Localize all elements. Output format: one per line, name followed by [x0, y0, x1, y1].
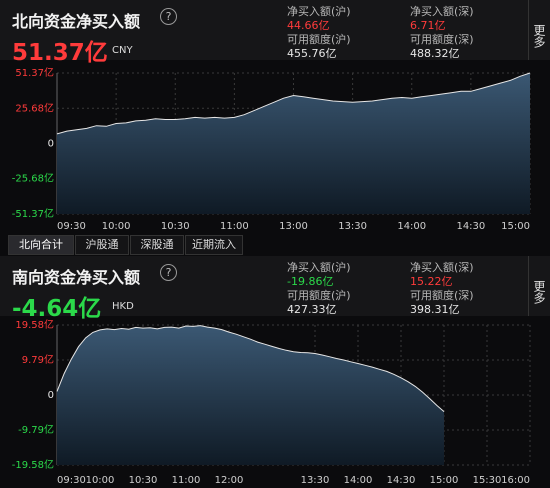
- more-button[interactable]: 更多: [528, 256, 550, 316]
- stat-label: 净买入额(深): [410, 5, 474, 18]
- y-tick-label: 0: [48, 390, 54, 401]
- x-tick-label: 09:30: [57, 475, 86, 486]
- currency: CNY: [112, 45, 133, 56]
- x-tick-label: 10:30: [129, 475, 158, 486]
- panel-title: 北向资金净买入额: [12, 12, 141, 31]
- y-tick-label: -51.37亿: [12, 207, 54, 220]
- y-tick-label: 51.37亿: [15, 66, 54, 79]
- x-tick-label: 11:00: [172, 475, 201, 486]
- stat-value: 488.32亿: [410, 47, 460, 60]
- panel-title: 南向资金净买入额: [12, 268, 141, 287]
- x-tick-label: 15:30: [473, 475, 502, 486]
- y-tick-label: 25.68亿: [15, 101, 54, 114]
- tab[interactable]: 近期流入: [185, 235, 243, 255]
- help-icon[interactable]: ?: [160, 8, 177, 25]
- y-tick-label: -9.79亿: [18, 423, 54, 436]
- line: [56, 72, 531, 135]
- y-tick-label: -25.68亿: [12, 172, 54, 185]
- stat-value: 15.22亿: [410, 275, 453, 288]
- y-tick-label: -19.58亿: [12, 458, 54, 471]
- net-value: -4.64亿: [12, 296, 102, 322]
- x-tick-label: 10:00: [86, 475, 115, 486]
- x-tick-label: 14:00: [397, 221, 426, 232]
- tab[interactable]: 北向合计: [8, 235, 74, 255]
- stat-value: 398.31亿: [410, 303, 460, 316]
- stat-label: 可用额度(沪): [287, 289, 351, 302]
- x-tick-label: 16:00: [501, 475, 530, 486]
- area-fill: [57, 325, 444, 465]
- x-tick-label: 14:00: [344, 475, 373, 486]
- stat-value: 6.71亿: [410, 19, 446, 32]
- x-tick-label: 13:30: [338, 221, 367, 232]
- x-tick-label: 13:00: [279, 221, 308, 232]
- stat-label: 可用额度(深): [410, 33, 474, 46]
- stat-value: 455.76亿: [287, 47, 337, 60]
- x-tick-label: 11:00: [220, 221, 249, 232]
- stat-label: 净买入额(沪): [287, 261, 351, 274]
- tab-bar: 北向合计 沪股通 深股通 近期流入: [0, 233, 550, 255]
- x-tick-label: 10:00: [102, 221, 131, 232]
- x-tick-label: 13:30: [301, 475, 330, 486]
- stat-label: 可用额度(深): [410, 289, 474, 302]
- area-fill: [57, 73, 530, 214]
- line: [56, 325, 445, 412]
- x-tick-label: 12:00: [215, 475, 244, 486]
- south-header: 南向资金净买入额? -4.64亿 HKD 净买入额(沪) -19.86亿 净买入额(深) 1…: [0, 256, 550, 322]
- x-tick-label: 14:30: [387, 475, 416, 486]
- x-tick-label: 15:00: [501, 221, 530, 232]
- x-tick-label: 09:30: [57, 221, 86, 232]
- stat-label: 可用额度(沪): [287, 33, 351, 46]
- tab[interactable]: 沪股通: [75, 235, 129, 255]
- x-tick-label: 15:00: [430, 475, 459, 486]
- x-tick-label: 14:30: [456, 221, 485, 232]
- net-value: 51.37亿: [12, 40, 108, 66]
- stat-value: -19.86亿: [287, 275, 334, 288]
- stat-value: 44.66亿: [287, 19, 330, 32]
- x-tick-label: 10:30: [161, 221, 190, 232]
- help-icon[interactable]: ?: [160, 264, 177, 281]
- y-tick-label: 19.58亿: [15, 318, 54, 331]
- tab[interactable]: 深股通: [130, 235, 184, 255]
- y-tick-label: 0: [48, 139, 54, 150]
- stat-label: 净买入额(深): [410, 261, 474, 274]
- north-header: 北向资金净买入额? 51.37亿 CNY 净买入额(沪) 44.66亿 净买入额(深) 6.…: [0, 0, 550, 66]
- y-tick-label: 9.79亿: [22, 353, 54, 366]
- stat-value: 427.33亿: [287, 303, 337, 316]
- more-button[interactable]: 更多: [528, 0, 550, 60]
- currency: HKD: [112, 301, 134, 312]
- stat-label: 净买入额(沪): [287, 5, 351, 18]
